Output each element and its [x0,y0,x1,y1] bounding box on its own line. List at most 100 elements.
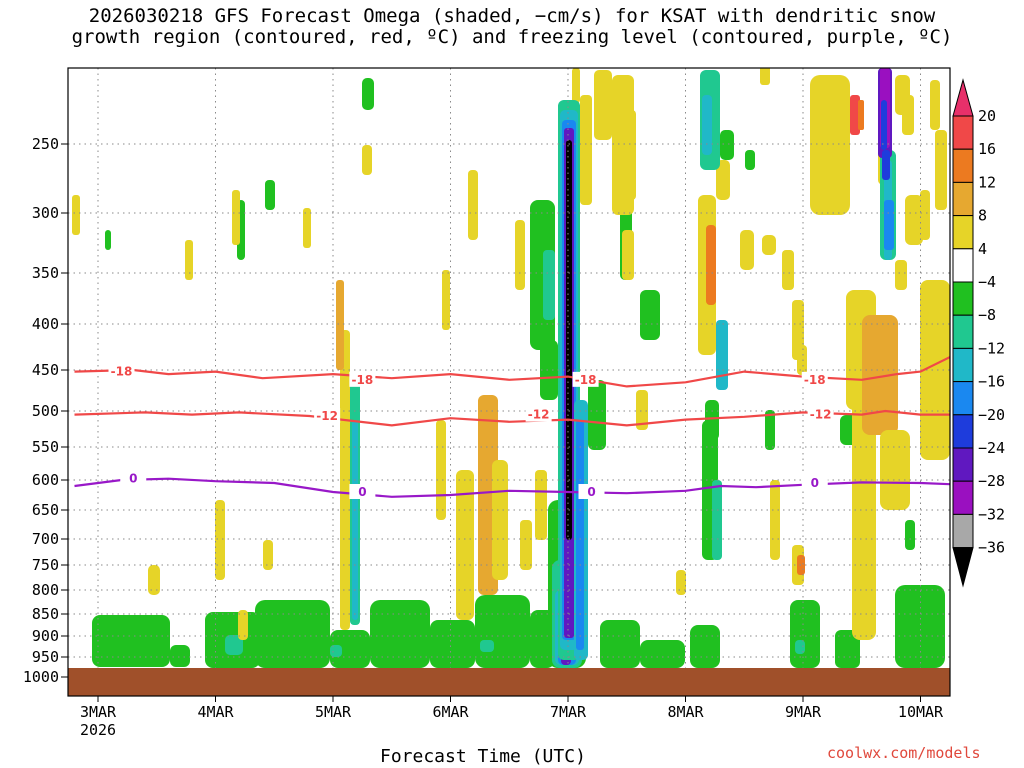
omega-cell [690,625,720,668]
temperature-contours: -18 -18 -18 -18 -12 -12 -12 0 0 0 0 [74,356,950,499]
omega-cell [543,250,555,320]
omega-cell [905,520,915,550]
colorbar-swatch [952,447,974,482]
omega-cell [600,620,640,668]
omega-cell [624,110,636,200]
contour-label-bg [314,408,341,424]
omega-cell [330,630,370,668]
contour-label: -12 [810,408,832,422]
omega-cell [760,68,770,85]
colorbar-swatch [952,148,974,183]
y-tick-label: 900 [32,627,59,645]
omega-cell [456,470,474,620]
y-tick-label: 750 [32,556,59,574]
contour-label: -12 [316,409,338,423]
contour-label: -18 [575,373,597,387]
colorbar-label: 20 [978,107,996,125]
omega-cell [881,100,887,150]
omega-cell [905,195,923,245]
omega-cell [770,480,780,560]
colorbar-label: −16 [978,373,1005,391]
grid-lines [68,68,950,696]
omega-cell [362,78,374,110]
omega-cell [370,600,430,668]
colorbar-swatch [952,480,974,515]
omega-cell [882,150,890,180]
y-tick-label: 400 [32,315,59,333]
colorbar-label: 4 [978,240,987,258]
colorbar-label: −20 [978,406,1005,424]
omega-cell [810,75,850,215]
colorbar-label: −32 [978,505,1005,523]
omega-cell [232,190,240,245]
colorbar-arrow-top [952,78,974,117]
contour-label-bg [578,484,605,499]
x-tick-label: 10MAR [898,703,944,721]
omega-cell [622,230,634,280]
omega-cell [170,645,190,667]
contour-dgz_lower [74,409,950,427]
contour-label-bg [349,484,376,499]
omega-cell [225,635,243,655]
omega-cell [185,240,193,280]
omega-cell [640,640,685,668]
y-tick-label: 350 [32,264,59,282]
contour-label-bg [807,406,834,422]
omega-cell [148,565,160,595]
omega-cell [640,290,660,340]
contour-label-bg [801,371,828,387]
omega-cell [540,340,558,400]
omega-cell [482,540,492,580]
omega-cell [740,230,754,270]
omega-cell [330,645,342,657]
colorbar-swatch [952,248,974,283]
plot-frame [67,67,951,697]
colorbar-swatch [952,115,974,150]
omega-cell [852,380,876,640]
credit-text: coolwx.com/models [827,744,981,762]
omega-shading [72,68,950,668]
omega-cell [576,420,584,650]
colorbar-label: −28 [978,472,1005,490]
y-tick-label: 700 [32,530,59,548]
x-year-label: 2026 [80,721,116,739]
omega-cell [572,68,580,103]
omega-cell [255,600,330,668]
omega-cell [716,320,728,390]
colorbar-swatch [952,347,974,383]
contour-label: -18 [352,373,374,387]
omega-cell [716,160,730,200]
omega-cell [430,620,475,668]
y-tick-label: 250 [32,135,59,153]
pressure-axis: 250 300 350 400 450 500 550 600 650 700 750 800 850 9… [23,135,68,686]
omega-cell [105,230,111,250]
y-tick-label: 500 [32,402,59,420]
omega-cell [902,95,914,135]
omega-cell [515,220,525,290]
title-line-2: growth region (contoured, red, ºC) and f… [71,26,953,48]
omega-cell [835,630,860,668]
omega-cell [352,420,358,620]
contour-label: 0 [811,476,819,490]
omega-cell [238,610,248,640]
omega-cell [492,460,508,580]
omega-cell [895,260,907,290]
omega-cell [72,195,80,235]
omega-cell [520,520,532,570]
colorbar-label: −4 [978,273,996,291]
colorbar-label: −12 [978,339,1005,357]
time-axis: 3MAR 4MAR 5MAR 6MAR 7MAR 8MAR 9MAR 10MAR 2026 [80,696,944,739]
omega-cell [850,95,860,135]
contour-label: 0 [587,485,595,499]
colorbar-label: −8 [978,306,996,324]
chart-title: 2026030218 GFS Forecast Omega (shaded, −… [0,6,1024,48]
contour-label: 0 [358,485,366,499]
omega-cell [588,380,606,450]
y-tick-label: 1000 [23,668,59,686]
omega-cell [580,95,592,205]
omega-cell [920,190,930,240]
contour-label-bg [525,406,552,422]
omega-cell [765,410,775,450]
colorbar-swatch [952,381,974,416]
